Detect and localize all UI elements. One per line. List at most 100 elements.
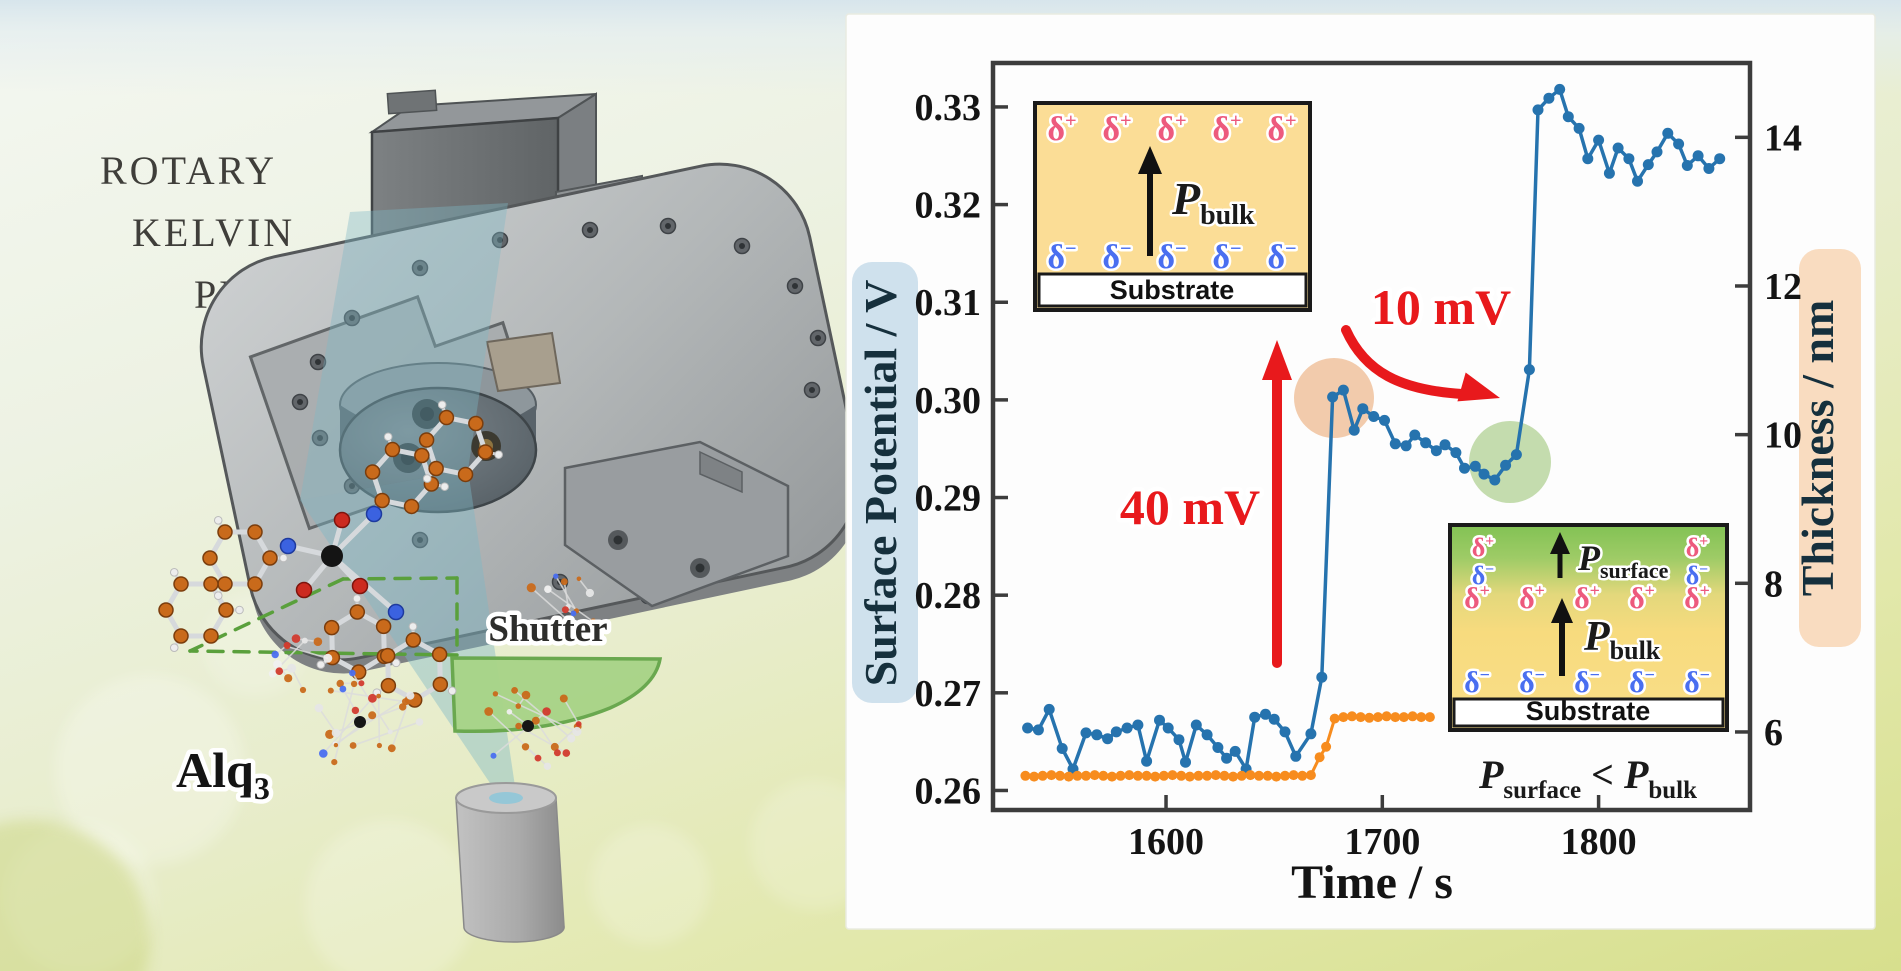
data-point — [1288, 770, 1299, 781]
y-left-tick-label: 0.29 — [915, 478, 982, 520]
data-point — [1532, 104, 1544, 116]
data-point — [1162, 722, 1174, 734]
data-point — [1373, 712, 1383, 723]
data-point — [1554, 83, 1566, 95]
data-point — [1316, 671, 1328, 683]
y-left-tick-label: 0.26 — [915, 770, 982, 812]
data-point — [1219, 770, 1230, 781]
data-point — [1141, 770, 1152, 781]
inset-surface-polarization: δ+ δ+ δ+ δ+ δ+δ− δ− δ− δ− δ−δ+δ−δ+δ− Psurface Pb… — [1448, 523, 1729, 804]
x-axis-title: Time / s — [1291, 856, 1453, 909]
data-point — [1338, 712, 1349, 723]
series-surface-potential — [1022, 83, 1726, 775]
plot-frame — [990, 60, 1753, 813]
data-point — [1089, 770, 1100, 781]
y-right-tick-label: 12 — [1764, 266, 1802, 308]
delta-symbol: δ− — [1464, 665, 1490, 699]
data-point — [1632, 175, 1643, 187]
substrate-label-b: Substrate — [1526, 696, 1651, 726]
data-point — [1212, 742, 1224, 753]
data-point — [1642, 159, 1654, 171]
data-point — [1132, 770, 1143, 781]
data-point — [1107, 771, 1117, 782]
data-point — [1321, 741, 1332, 752]
data-point — [1249, 711, 1261, 723]
p-bulk-label-b: Pbulk — [1583, 614, 1661, 665]
data-point — [1236, 770, 1247, 781]
data-point — [1389, 438, 1401, 450]
right-axis-highlight — [1799, 249, 1861, 647]
data-point — [1420, 437, 1432, 449]
p-surface-arrowhead — [1550, 532, 1570, 554]
data-point — [1681, 160, 1693, 171]
data-point — [1063, 771, 1074, 782]
delta-symbol: δ− — [1102, 238, 1131, 276]
crucible — [455, 782, 565, 943]
data-point — [1268, 713, 1280, 725]
data-point — [1280, 770, 1290, 781]
data-point — [1314, 752, 1325, 763]
data-point — [1260, 708, 1271, 720]
alq3-molecule — [158, 400, 503, 708]
delta-symbol: δ− — [1684, 665, 1710, 699]
data-point — [1400, 440, 1412, 452]
delta-symbol: δ− — [1519, 665, 1545, 699]
data-point — [1430, 445, 1442, 457]
data-point — [1190, 719, 1202, 731]
data-point — [1132, 719, 1144, 731]
data-point — [1459, 462, 1470, 474]
y-left-axis-title: Surface Potential / V — [855, 280, 906, 687]
y-left-tick-label: 0.31 — [915, 282, 982, 324]
x-axis-ticks: 1600 1700 1800 — [1128, 795, 1637, 863]
data-point — [1176, 770, 1187, 781]
data-point — [1043, 703, 1055, 715]
data-point — [1081, 770, 1091, 781]
data-point — [1673, 138, 1685, 150]
probe-title-line-1: ROTARY — [100, 148, 277, 193]
delta-symbol: δ+ — [1574, 581, 1600, 615]
data-point — [1703, 163, 1715, 174]
data-point — [1228, 771, 1239, 782]
data-point — [1347, 711, 1357, 722]
curved-arrowhead-icon — [1457, 372, 1500, 402]
data-point — [1193, 770, 1204, 781]
delta-symbol: δ+ — [1684, 581, 1710, 615]
delta-symbol: δ− — [1212, 238, 1241, 276]
data-point — [1158, 770, 1169, 781]
data-point — [1355, 712, 1366, 723]
data-point — [1201, 729, 1213, 741]
x-tick-label: 1700 — [1344, 821, 1420, 863]
delta-symbol: δ+ — [1267, 110, 1296, 148]
data-point — [1500, 459, 1512, 471]
p-surface-label: Psurface — [1577, 538, 1669, 583]
p-bulk-arrowhead-b — [1551, 598, 1573, 623]
shutter-blade[interactable] — [450, 656, 663, 734]
data-point — [1221, 752, 1233, 764]
data-point — [1573, 122, 1585, 134]
delta-symbol: δ− — [1629, 665, 1655, 699]
data-series — [1020, 83, 1726, 782]
bokeh-blob — [0, 820, 150, 971]
p-bulk-arrowhead — [1138, 146, 1162, 174]
y-left-axis-ticks: 0.26 0.27 0.28 0.29 0.30 0.31 0.32 0.33 — [915, 87, 1008, 812]
y-right-axis-ticks: 6 8 10 12 14 — [1735, 117, 1802, 754]
side-bracket — [563, 440, 790, 608]
delta-symbol: δ+ — [1212, 110, 1241, 148]
y-left-tick-label: 0.33 — [915, 87, 982, 129]
series-thickness — [1020, 711, 1435, 782]
chart-panel: Surface Potential / V Thickness / nm δ+ δ… — [845, 13, 1876, 930]
data-point — [1229, 745, 1241, 757]
data-point — [1173, 734, 1185, 746]
data-point — [1254, 770, 1264, 781]
molecule-label-base: Alq — [176, 742, 254, 798]
data-point — [1029, 771, 1040, 782]
data-point — [1450, 447, 1462, 459]
delta-symbol: δ+ — [1102, 110, 1131, 148]
molecule-fragments — [268, 573, 597, 770]
y-left-tick-label: 0.32 — [915, 185, 982, 227]
label-10mv: 10 mV — [1371, 279, 1511, 335]
probe-title-line-2: KELVIN — [132, 210, 295, 255]
molecule-label-subscript: 3 — [254, 770, 270, 806]
data-point — [1150, 771, 1161, 782]
substrate-label-a: Substrate — [1110, 275, 1235, 305]
